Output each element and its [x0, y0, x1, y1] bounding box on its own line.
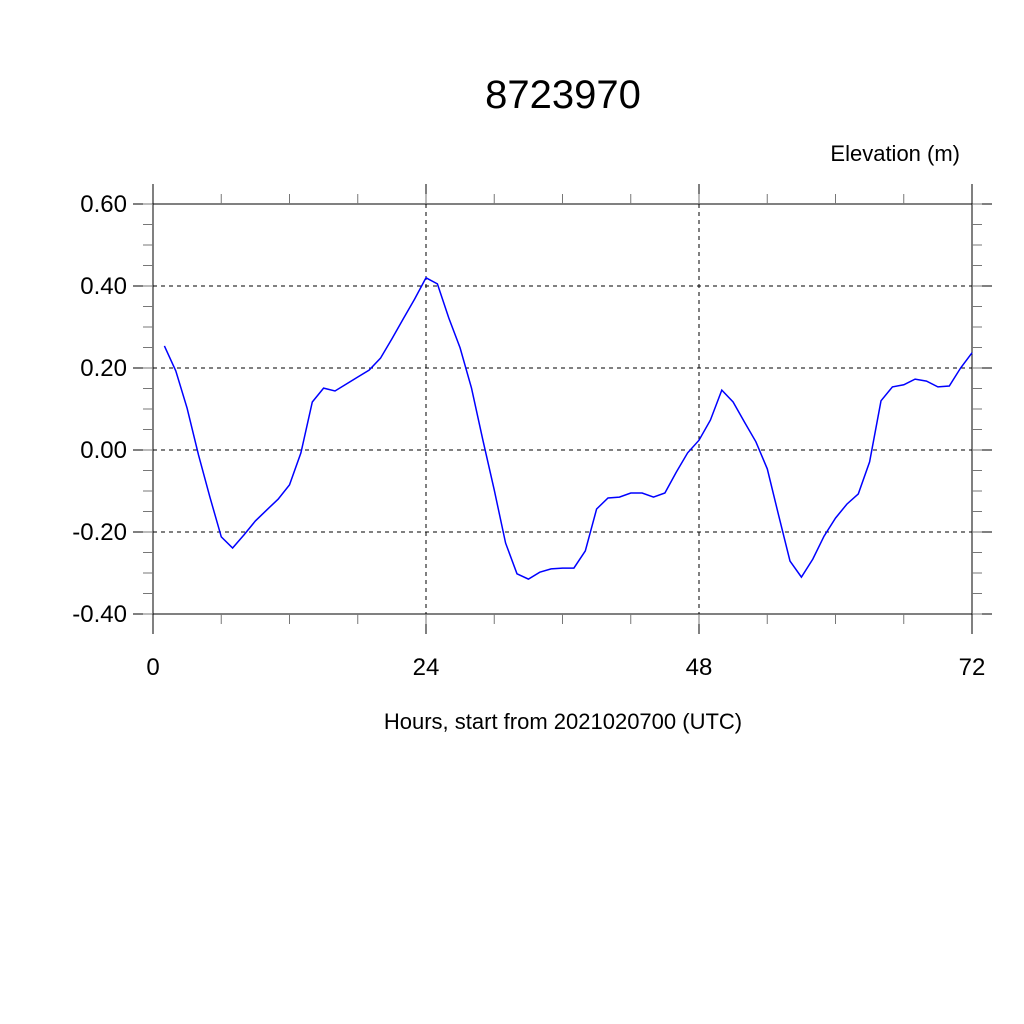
data-point — [687, 452, 688, 453]
data-point — [744, 422, 745, 423]
tick-labels: -0.40 -0.20 0.00 0.20 0.40 0.60 0 24 48 72 — [72, 191, 985, 681]
data-point — [801, 577, 802, 578]
x-tick-label: 0 — [146, 654, 159, 681]
data-point — [278, 499, 279, 500]
x-tick-label: 72 — [959, 654, 986, 681]
data-point — [676, 472, 677, 473]
y-tick-label: -0.40 — [72, 601, 127, 628]
data-point — [824, 536, 825, 537]
data-point — [243, 534, 244, 535]
elevation-series-line — [163, 276, 973, 580]
data-point — [585, 550, 586, 551]
data-point — [471, 387, 472, 388]
data-point — [789, 561, 790, 562]
data-point — [937, 386, 938, 387]
data-point — [414, 299, 415, 300]
data-point — [710, 419, 711, 420]
data-point — [551, 568, 552, 569]
x-tick-label: 24 — [413, 654, 440, 681]
data-point — [482, 440, 483, 441]
chart-title: 8723970 — [485, 73, 641, 117]
data-point — [869, 461, 870, 462]
data-point — [835, 517, 836, 518]
data-point — [369, 369, 370, 370]
data-point — [619, 497, 620, 498]
data-point — [232, 547, 233, 548]
data-point — [903, 384, 904, 385]
data-point — [949, 385, 950, 386]
y-tick-label: 0.60 — [80, 191, 127, 218]
y-tick-label: 0.40 — [80, 273, 127, 300]
data-point — [698, 440, 699, 441]
axes — [133, 184, 992, 634]
data-point — [516, 573, 517, 574]
data-point — [494, 490, 495, 491]
data-point — [346, 383, 347, 384]
data-point — [607, 497, 608, 498]
data-point — [812, 558, 813, 559]
data-point — [528, 579, 529, 580]
x-tick-label: 48 — [686, 654, 713, 681]
data-point — [209, 497, 210, 498]
data-point — [562, 567, 563, 568]
data-point — [403, 318, 404, 319]
data-point — [642, 492, 643, 493]
data-point — [460, 347, 461, 348]
data-point — [448, 317, 449, 318]
plot-frame — [152, 203, 973, 615]
data-point — [164, 345, 165, 346]
data-point — [926, 381, 927, 382]
data-point — [505, 542, 506, 543]
data-point — [767, 468, 768, 469]
y-axis-label: Elevation (m) — [830, 141, 960, 166]
data-point — [858, 493, 859, 494]
x-axis-label: Hours, start from 2021020700 (UTC) — [384, 709, 742, 734]
data-point — [334, 390, 335, 391]
y-tick-label: 0.20 — [80, 355, 127, 382]
data-point — [312, 401, 313, 402]
data-point — [187, 408, 188, 409]
data-point — [391, 338, 392, 339]
grid-lines — [152, 203, 973, 615]
data-point — [266, 509, 267, 510]
data-point — [175, 370, 176, 371]
y-tick-label: -0.20 — [72, 519, 127, 546]
data-point — [300, 452, 301, 453]
data-point — [437, 283, 438, 284]
data-point — [198, 454, 199, 455]
data-point — [664, 492, 665, 493]
data-point — [255, 520, 256, 521]
data-point — [630, 492, 631, 493]
data-point — [971, 352, 972, 353]
data-point — [596, 508, 597, 509]
data-point — [778, 515, 779, 516]
data-point — [289, 484, 290, 485]
series-group — [163, 276, 973, 580]
data-point — [960, 367, 961, 368]
y-tick-label: 0.00 — [80, 437, 127, 464]
data-point — [380, 358, 381, 359]
data-point — [755, 441, 756, 442]
data-point — [880, 400, 881, 401]
data-point — [653, 497, 654, 498]
data-point — [323, 387, 324, 388]
data-point — [539, 572, 540, 573]
data-point — [915, 378, 916, 379]
data-point — [721, 390, 722, 391]
data-point — [573, 567, 574, 568]
data-point — [357, 376, 358, 377]
data-point — [892, 386, 893, 387]
data-point — [733, 401, 734, 402]
data-point — [221, 536, 222, 537]
data-point — [425, 277, 426, 278]
data-point — [846, 504, 847, 505]
